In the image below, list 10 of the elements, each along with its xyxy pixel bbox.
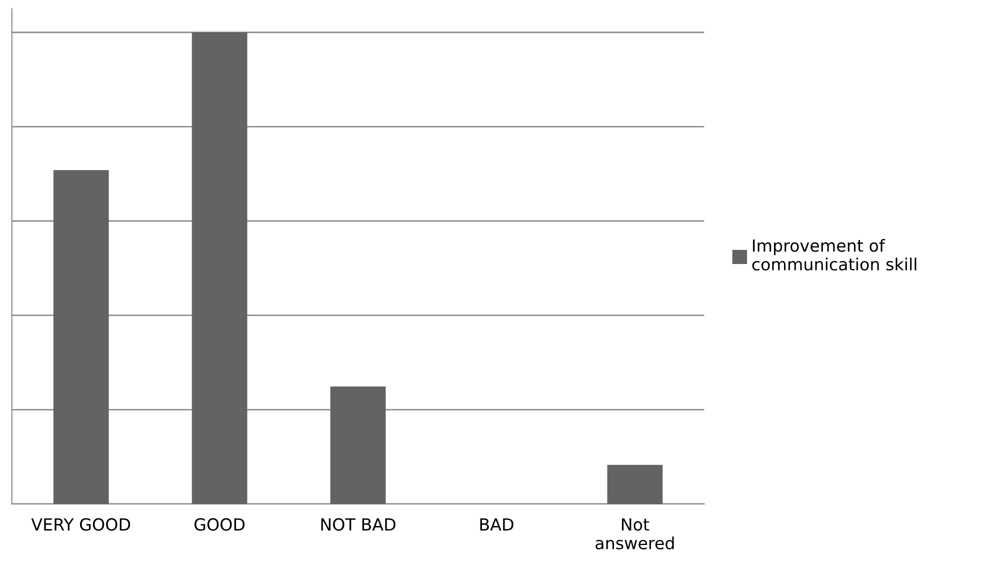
bar (53, 170, 109, 504)
bar (607, 464, 663, 504)
x-tick-label: BAD (480, 518, 514, 531)
legend-label: Improvement of communication skill (752, 238, 916, 271)
x-tick-label: GOOD (194, 518, 245, 531)
bar (330, 386, 386, 504)
x-tick-label: NOT BAD (321, 518, 396, 531)
x-tick-label: Not answered (596, 518, 674, 550)
bar (192, 32, 248, 504)
x-tick-label: VERY GOOD (31, 518, 130, 531)
